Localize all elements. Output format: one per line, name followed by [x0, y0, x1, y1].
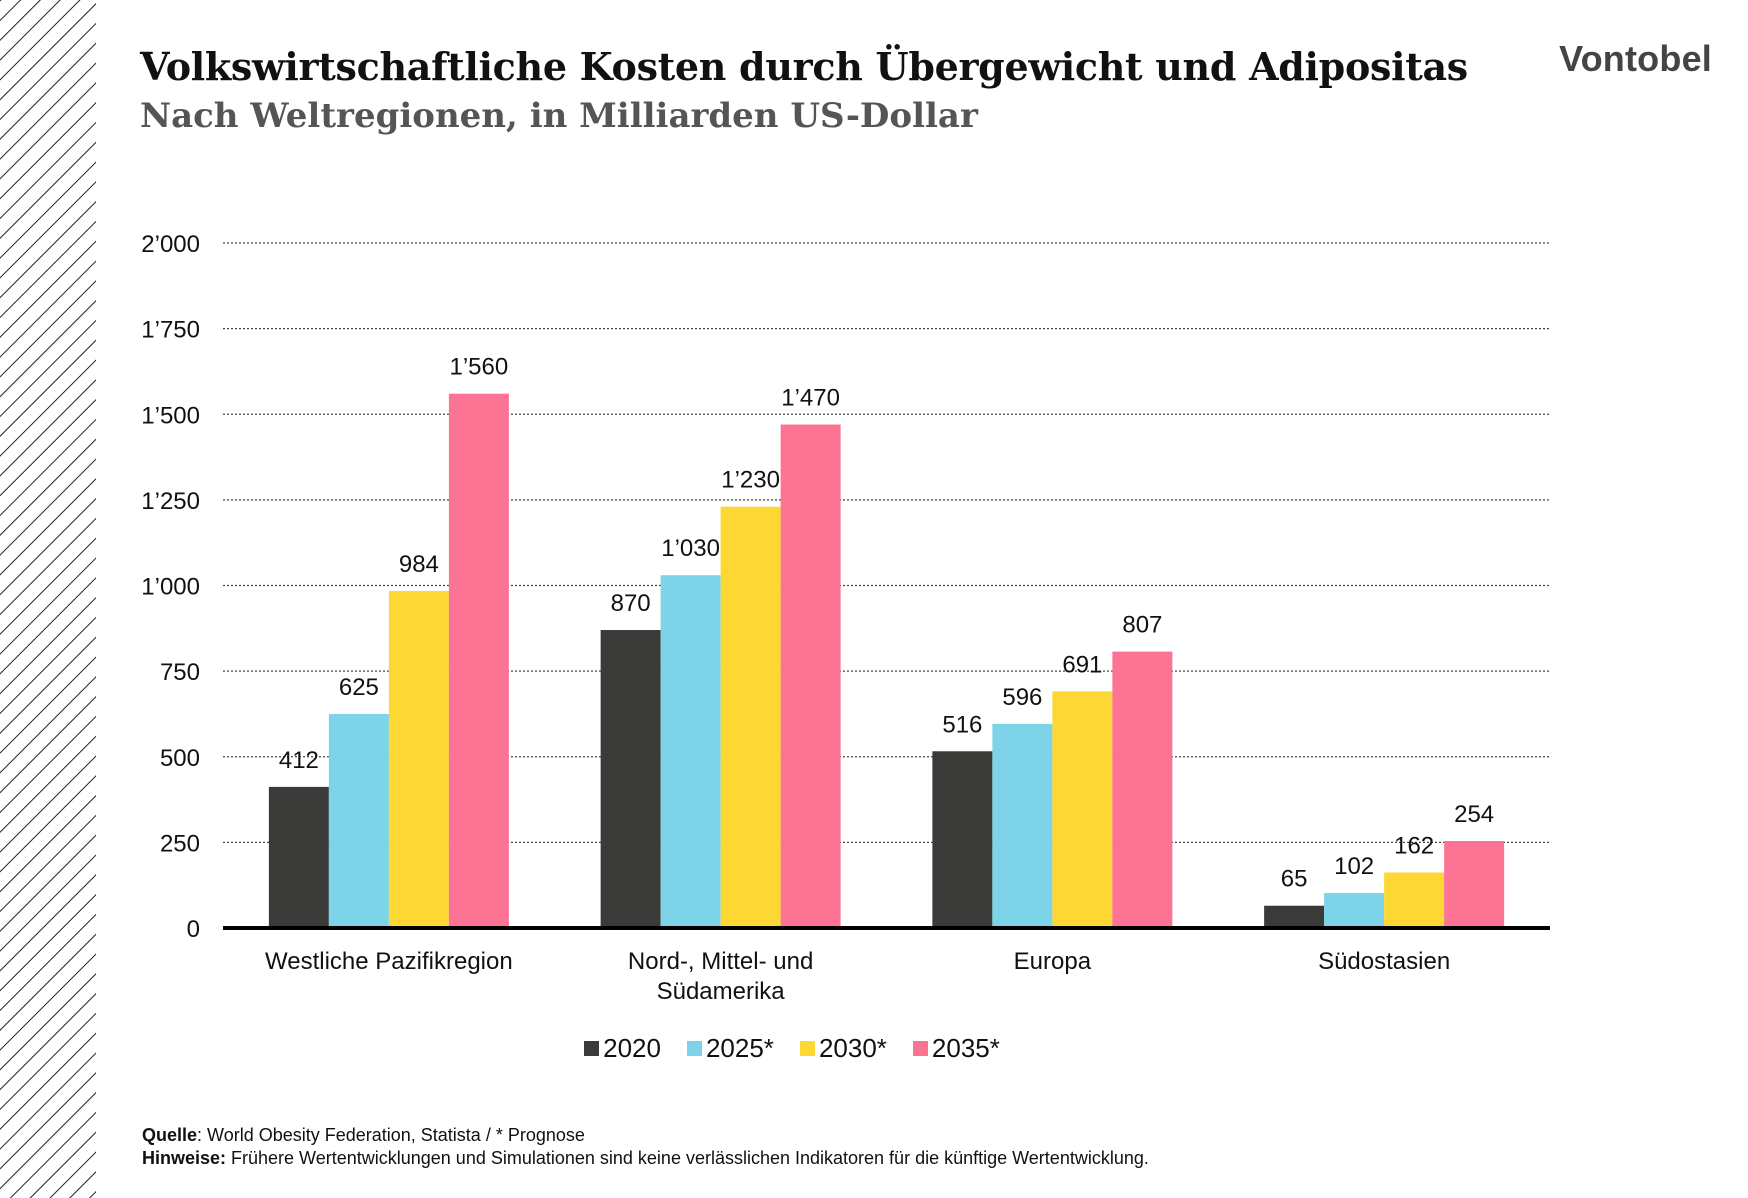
data-label: 1’030 [661, 535, 720, 562]
bar [1264, 905, 1325, 928]
y-tick-label: 1’750 [141, 317, 200, 344]
legend-label: 2030* [818, 1033, 887, 1063]
note-label: Hinweise: [142, 1148, 227, 1168]
bar [328, 713, 389, 928]
legend-item: 2020 [584, 1033, 661, 1064]
bar [932, 751, 993, 928]
x-category-label: Südamerika [657, 978, 786, 1005]
data-label: 691 [1062, 651, 1102, 678]
bar-chart: 0 250 500 750 1’000 1’250 1’500 1’750 2’000 412 62… [141, 231, 1550, 1005]
x-category-label: Europa [1014, 948, 1092, 975]
footnotes: Quelle: World Obesity Federation, Statis… [142, 1124, 1149, 1170]
y-tick-label: 0 [187, 916, 200, 943]
legend-item: 2035* [912, 1033, 1000, 1064]
y-tick-label: 2’000 [141, 231, 200, 258]
y-tick-label: 500 [160, 745, 200, 772]
chart-legend: 2020 2025* 2030* 2035* [0, 1033, 1666, 1064]
chart-title: Volkswirtschaftliche Kosten durch Überge… [140, 44, 1468, 89]
bar [1384, 872, 1445, 928]
legend-item: 2025* [686, 1033, 774, 1064]
bar [268, 786, 329, 928]
data-label: 1’560 [450, 354, 509, 381]
note-text: Frühere Wertentwicklungen und Simulation… [226, 1148, 1149, 1168]
y-tick-label: 250 [160, 830, 200, 857]
x-category-label: Westliche Pazifikregion [265, 948, 513, 975]
y-tick-label: 1’500 [141, 402, 200, 429]
bar [1444, 841, 1505, 928]
x-category-label: Nord-, Mittel- und [628, 948, 813, 975]
bar [448, 393, 509, 928]
legend-swatch [686, 1041, 702, 1056]
data-label: 254 [1454, 801, 1494, 828]
decorative-hatch-stripe [0, 0, 96, 1198]
legend-item: 2030* [799, 1033, 887, 1064]
legend-label: 2025* [705, 1033, 774, 1063]
chart-subtitle: Nach Weltregionen, in Milliarden US-Doll… [140, 96, 978, 136]
bar [1324, 893, 1385, 928]
data-label: 625 [339, 674, 379, 701]
source-text: : World Obesity Federation, Statista / *… [197, 1125, 585, 1145]
data-label: 162 [1394, 833, 1434, 860]
y-tick-label: 750 [160, 659, 200, 686]
data-label: 1’230 [721, 467, 780, 494]
bar [780, 424, 841, 928]
data-label: 412 [279, 747, 319, 774]
bar [992, 723, 1053, 928]
bar [660, 575, 721, 928]
data-label: 807 [1122, 612, 1162, 639]
y-tick-label: 1’000 [141, 574, 200, 601]
legend-swatch [799, 1041, 815, 1056]
data-label: 516 [942, 711, 982, 738]
data-label: 984 [399, 551, 439, 578]
legend-swatch [584, 1041, 600, 1056]
data-label: 596 [1002, 684, 1042, 711]
data-label: 870 [611, 590, 651, 617]
bar [600, 630, 661, 928]
source-note: Quelle: World Obesity Federation, Statis… [142, 1124, 1149, 1147]
legend-label: 2020 [603, 1033, 661, 1063]
vontobel-logo: Vontobel [1559, 38, 1712, 79]
bar [388, 590, 449, 928]
bar [1052, 691, 1113, 928]
x-category-label: Südostasien [1318, 948, 1450, 975]
bar [720, 506, 781, 928]
legend-label: 2035* [931, 1033, 1000, 1063]
bar [1112, 651, 1173, 928]
y-tick-label: 1’250 [141, 488, 200, 515]
legend-swatch [912, 1041, 928, 1056]
data-label: 1’470 [781, 385, 840, 412]
data-label: 65 [1281, 866, 1308, 893]
disclaimer-note: Hinweise: Frühere Wertentwicklungen und … [142, 1147, 1149, 1170]
data-label: 102 [1334, 853, 1374, 880]
source-label: Quelle [142, 1125, 198, 1145]
